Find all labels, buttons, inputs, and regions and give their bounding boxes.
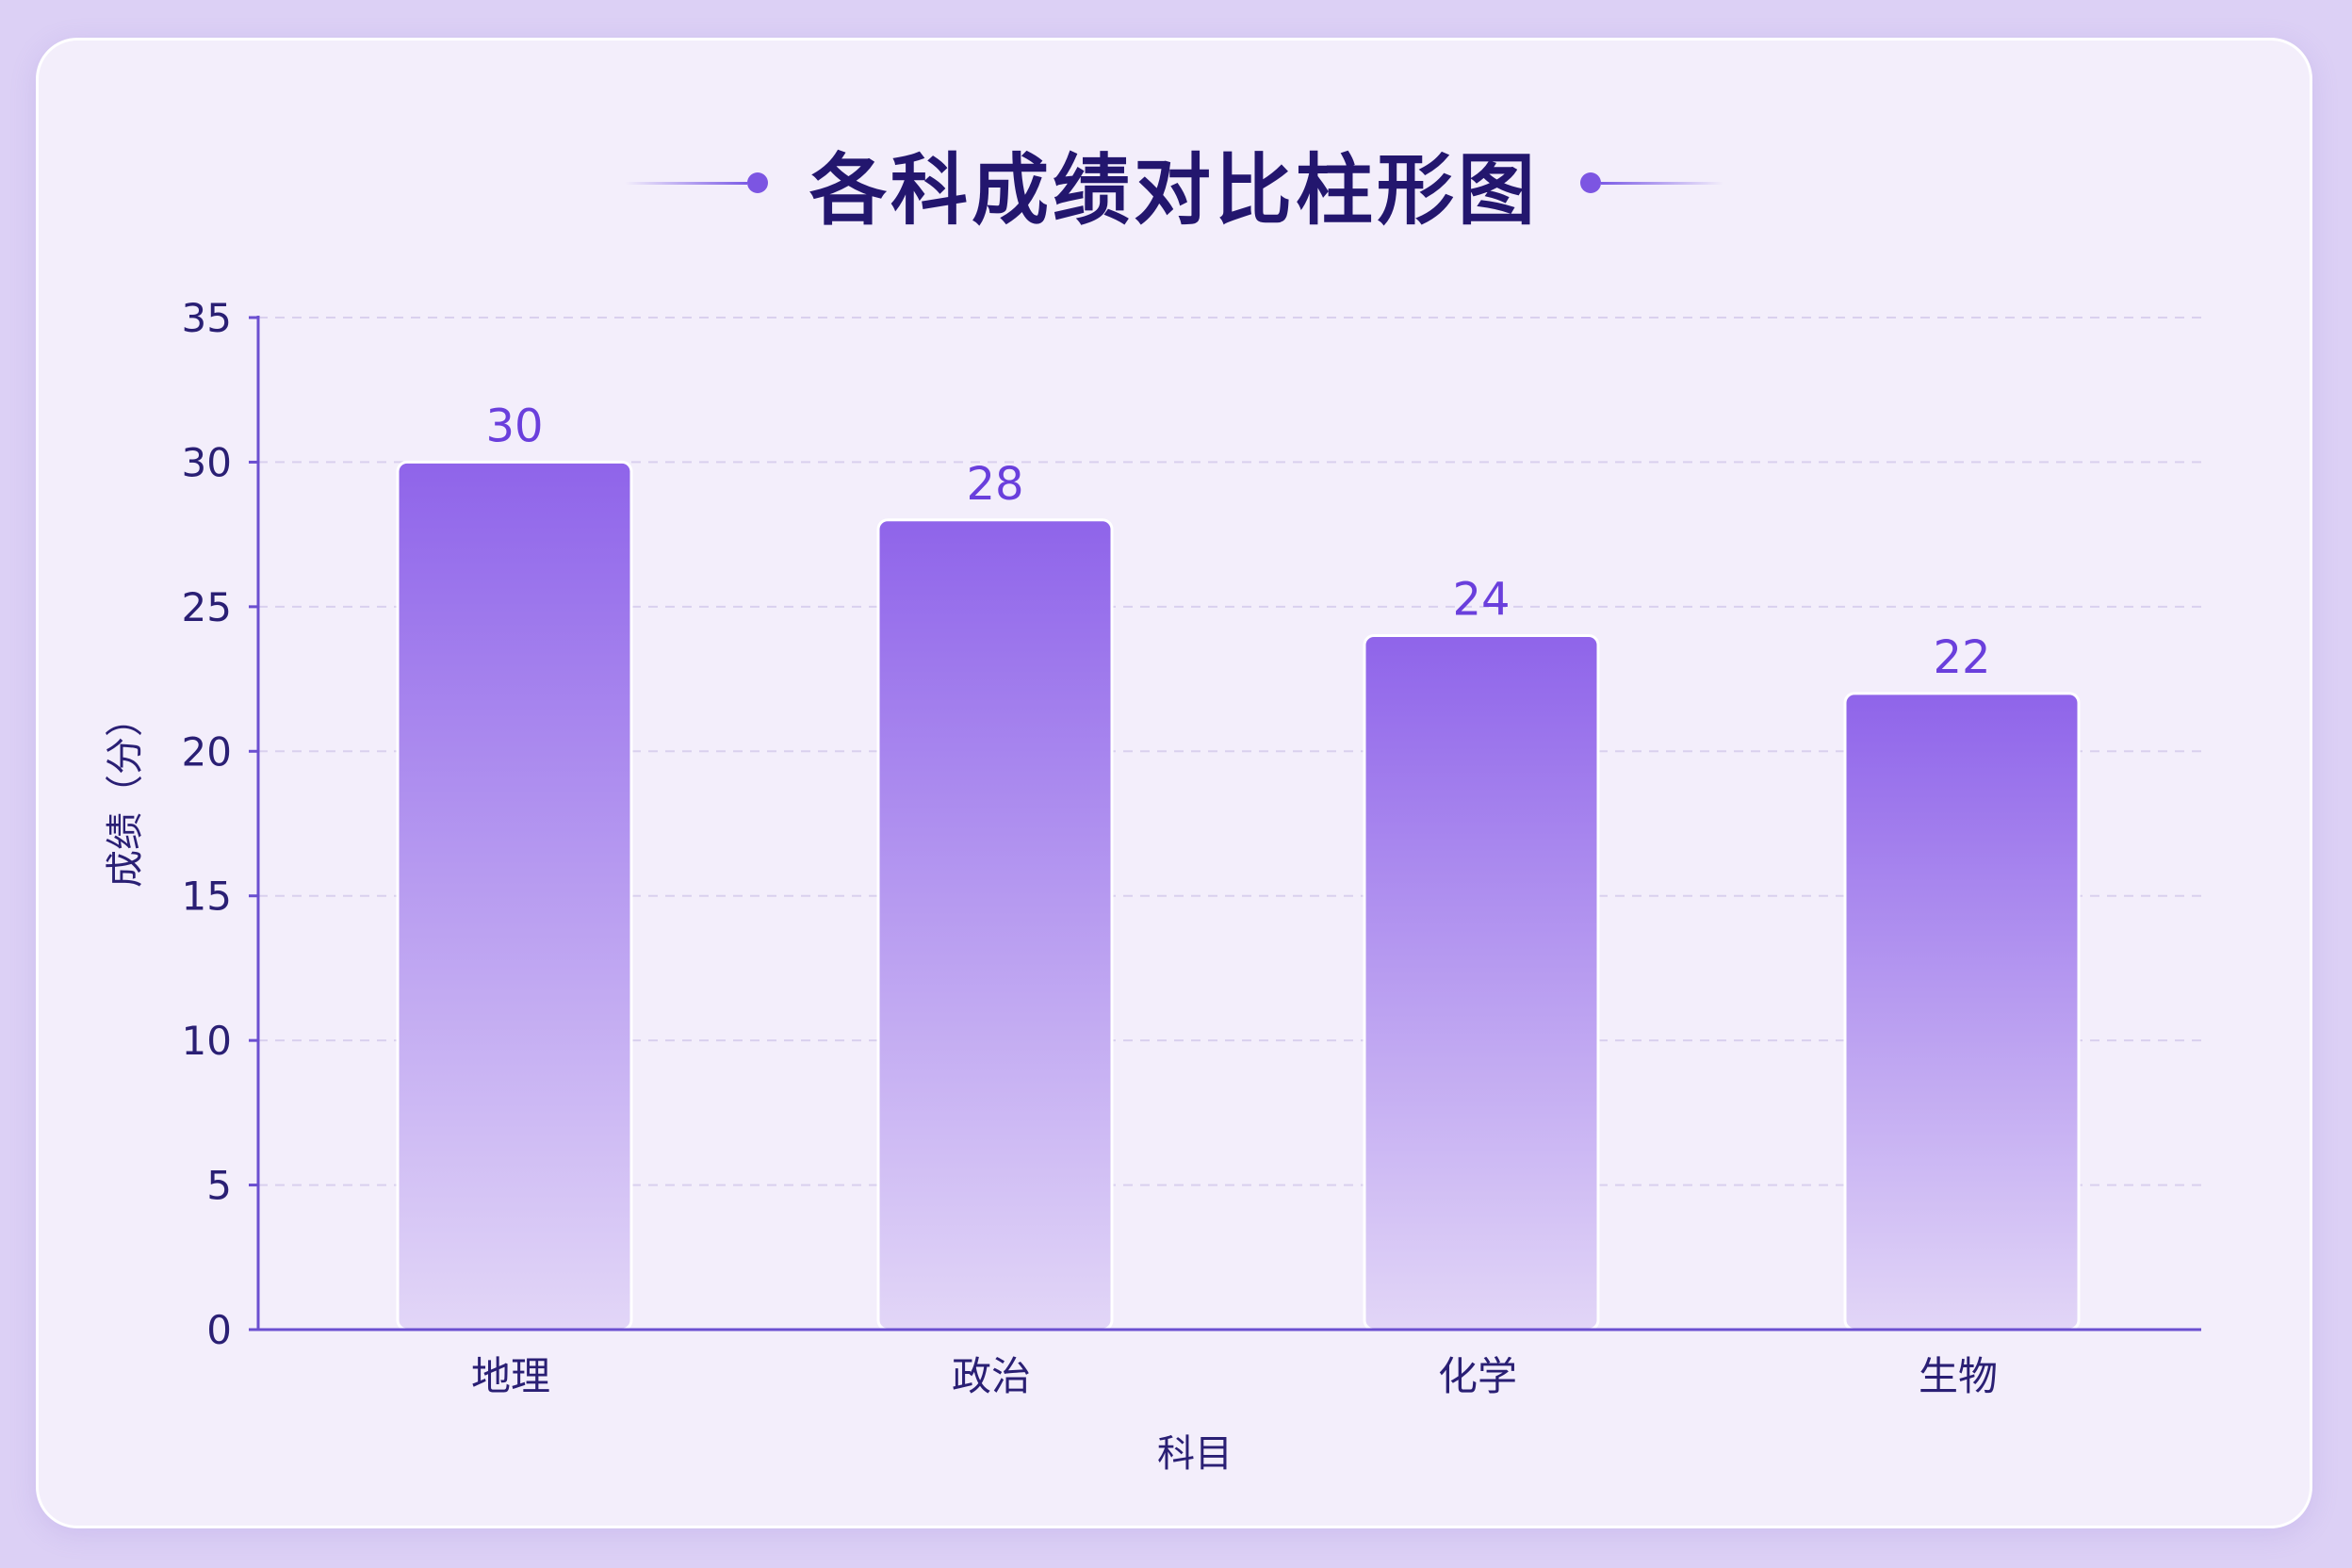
bar [876, 518, 1114, 1331]
axes [249, 316, 2201, 1331]
title-decoration-right [1580, 172, 1723, 193]
x-axis-title: 科目 [1157, 1432, 1233, 1476]
x-tick-label: 生物 [1919, 1353, 1998, 1399]
y-tick-label: 30 [182, 439, 232, 485]
x-tick-label: 地理 [471, 1353, 550, 1399]
bar [396, 460, 633, 1331]
bars [396, 460, 2081, 1331]
y-tick-label: 25 [182, 584, 232, 630]
data-label: 24 [1452, 574, 1510, 627]
y-tick-label: 5 [206, 1163, 232, 1209]
data-label: 30 [485, 400, 543, 452]
dot-icon [746, 172, 768, 193]
data-label: 22 [1933, 631, 1990, 684]
bar [1363, 634, 1600, 1331]
dot-icon [1580, 172, 1601, 193]
y-tick-label: 35 [182, 295, 232, 341]
y-tick-label: 15 [182, 874, 232, 920]
bar [1843, 692, 2081, 1331]
y-tick-label: 10 [182, 1018, 232, 1064]
title-bar: 各科成绩对比柱形图 [39, 131, 2310, 236]
chart-title: 各科成绩对比柱形图 [808, 145, 1539, 236]
labels: 0 5 10 15 20 25 30 35 30 地理 28 政治 24 化学 22 生物 [182, 295, 1998, 1399]
title-decoration-left [624, 172, 768, 193]
x-tick-label: 化学 [1438, 1353, 1517, 1399]
x-tick-label: 政治 [952, 1353, 1031, 1399]
y-tick-label: 0 [206, 1307, 232, 1353]
y-tick-label: 20 [182, 728, 232, 775]
y-axis-title: 成绩（分） [104, 699, 147, 888]
data-label: 28 [966, 458, 1023, 511]
